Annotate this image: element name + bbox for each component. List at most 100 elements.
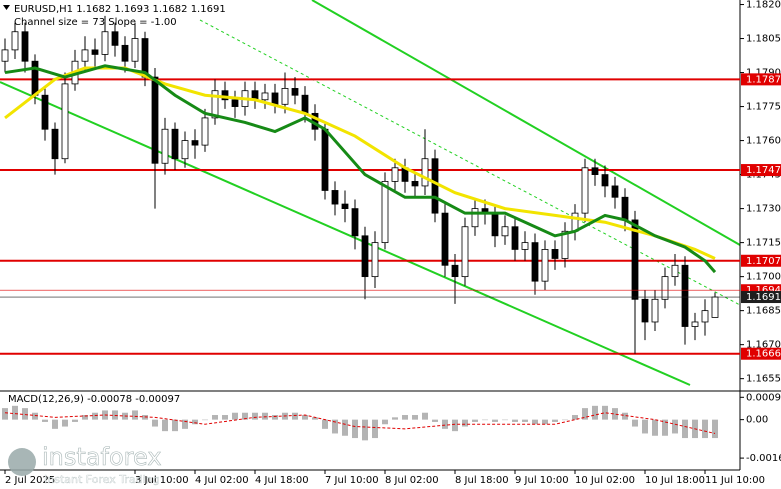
candle-body (651, 298, 659, 323)
macd-bar (272, 415, 278, 420)
candle-body (681, 264, 689, 327)
candle-body (621, 196, 629, 221)
candle-body (611, 185, 619, 198)
x-tick-label: 3 Jul 10:00 (135, 475, 189, 486)
macd-bar (62, 419, 68, 427)
macd-title: MACD(12,26,9) -0.00078 -0.00097 (8, 394, 180, 405)
macd-bar (312, 417, 318, 420)
x-tick-label: 9 Jul 10:00 (515, 475, 569, 486)
candle-body (631, 219, 639, 300)
macd-bar (442, 419, 448, 429)
macd-bar (652, 419, 658, 436)
candle-body (151, 76, 159, 164)
y-tick-label: 1.1670 (746, 340, 781, 351)
candle-body (421, 158, 429, 187)
candle-body (201, 117, 209, 146)
candle-body (671, 264, 679, 278)
macd-bar (182, 419, 188, 429)
candle-body (341, 203, 349, 210)
candle-body (641, 298, 649, 323)
price-label: 1.1694 (746, 285, 781, 296)
macd-bar (72, 419, 78, 422)
macd-bar (172, 419, 178, 432)
candle-body (271, 92, 279, 105)
x-tick-label: 11 Jul 10:00 (705, 475, 765, 486)
macd-bar (382, 419, 388, 425)
candle-body (661, 276, 669, 300)
candle-body (591, 167, 599, 175)
candle-body (431, 158, 439, 214)
macd-bar (242, 412, 248, 420)
macd-bar (422, 412, 428, 420)
macd-bar (352, 419, 358, 439)
y-tick-label: 1.1775 (746, 102, 781, 113)
moving-average (4, 64, 717, 274)
level-tag (741, 73, 781, 86)
candle-body (181, 140, 189, 160)
candle-body (81, 49, 89, 62)
channel-upper (311, 0, 741, 246)
signal-line (4, 412, 716, 434)
macd-bar (662, 419, 668, 436)
candle-body (1, 49, 9, 62)
candle-body (511, 226, 519, 250)
macd-bar (192, 419, 198, 425)
macd-bar (42, 419, 48, 422)
candle-body (551, 249, 559, 259)
candle-body (701, 310, 709, 323)
macd-bar (402, 415, 408, 420)
candle-body (11, 31, 19, 51)
candle-body (101, 31, 109, 55)
candle-body (191, 140, 199, 146)
macd-bar (592, 405, 598, 420)
candle-body (601, 174, 609, 187)
tagline: Instant Forex Trading (44, 473, 160, 486)
candle-body (91, 49, 99, 55)
level-label: 1.1666 (746, 349, 781, 360)
candle-body (161, 128, 169, 164)
candle-body (521, 242, 529, 250)
candle-body (41, 94, 49, 130)
y-tick-label: 0.00 (746, 415, 768, 426)
macd-bar (2, 408, 8, 420)
y-tick-label: 1.1805 (746, 34, 781, 45)
y-tick-label: 0.00097 (746, 392, 781, 403)
macd-bar (702, 419, 708, 439)
candle-body (281, 88, 289, 105)
candle-body (381, 180, 389, 244)
candle-body (291, 88, 299, 96)
candle-body (331, 190, 339, 205)
x-tick-label: 4 Jul 18:00 (255, 475, 309, 486)
level-label: 1.1747 (746, 165, 781, 176)
candle-body (461, 226, 469, 278)
macd-bar (492, 419, 498, 422)
macd-bar (252, 412, 258, 420)
macd-bar (222, 415, 228, 420)
x-tick-label: 2 Jul 2025 (5, 475, 55, 486)
chart-subtitle: Channel size = 73 Slope = -1.00 (14, 17, 177, 28)
macd-bar (632, 419, 638, 427)
y-tick-label: 1.1790 (746, 68, 781, 79)
candle-body (411, 180, 419, 187)
price-tag (741, 291, 781, 304)
x-tick-label: 8 Jul 02:00 (385, 475, 439, 486)
macd-bar (482, 419, 488, 421)
macd-bar (552, 419, 558, 422)
watermark: instaforex Instant Forex Trading (8, 443, 162, 486)
macd-bar (472, 419, 478, 422)
y-tick-label: 1.1820 (746, 0, 781, 11)
y-tick-label: 1.1760 (746, 136, 781, 147)
macd-bar (562, 419, 568, 421)
macd-bar (372, 419, 378, 439)
macd-bar (52, 419, 58, 429)
candle-body (541, 249, 549, 282)
macd-bar (572, 415, 578, 420)
x-tick-label: 10 Jul 18:00 (645, 475, 705, 486)
candle-body (61, 83, 69, 160)
candle-body (51, 128, 59, 160)
candle-body (441, 212, 449, 266)
macd-bar (212, 415, 218, 420)
macd-bar (342, 419, 348, 436)
